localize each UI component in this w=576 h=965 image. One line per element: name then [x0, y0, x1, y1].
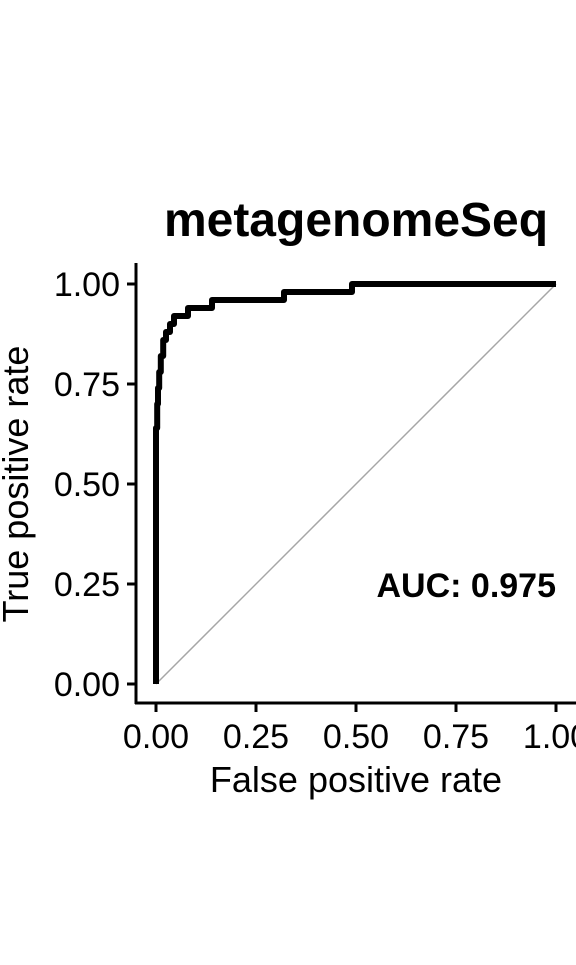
y-axis-title: True positive rate [0, 346, 36, 623]
y-tick-label: 0.25 [54, 566, 120, 604]
x-tick-label: 0.25 [223, 718, 289, 756]
y-tick-label: 0.50 [54, 466, 120, 504]
x-tick-label: 0.75 [423, 718, 489, 756]
y-tick-label: 1.00 [54, 266, 120, 304]
auc-annotation: AUC: 0.975 [376, 567, 556, 605]
x-tick-label: 0.00 [123, 718, 189, 756]
axis-ticks: 0.00 0.25 0.50 0.75 1.00 0.00 0.25 0.50 0.75 1.00 [54, 266, 576, 756]
diagonal-reference-line [155, 283, 557, 685]
y-tick-label: 0.75 [54, 366, 120, 404]
chart-title: metagenomeSeq [164, 194, 548, 247]
x-axis-title: False positive rate [210, 759, 502, 800]
x-tick-label: 1.00 [523, 718, 576, 756]
roc-curve [153, 281, 556, 684]
x-tick-label: 0.50 [323, 718, 389, 756]
y-tick-label: 0.00 [54, 666, 120, 704]
